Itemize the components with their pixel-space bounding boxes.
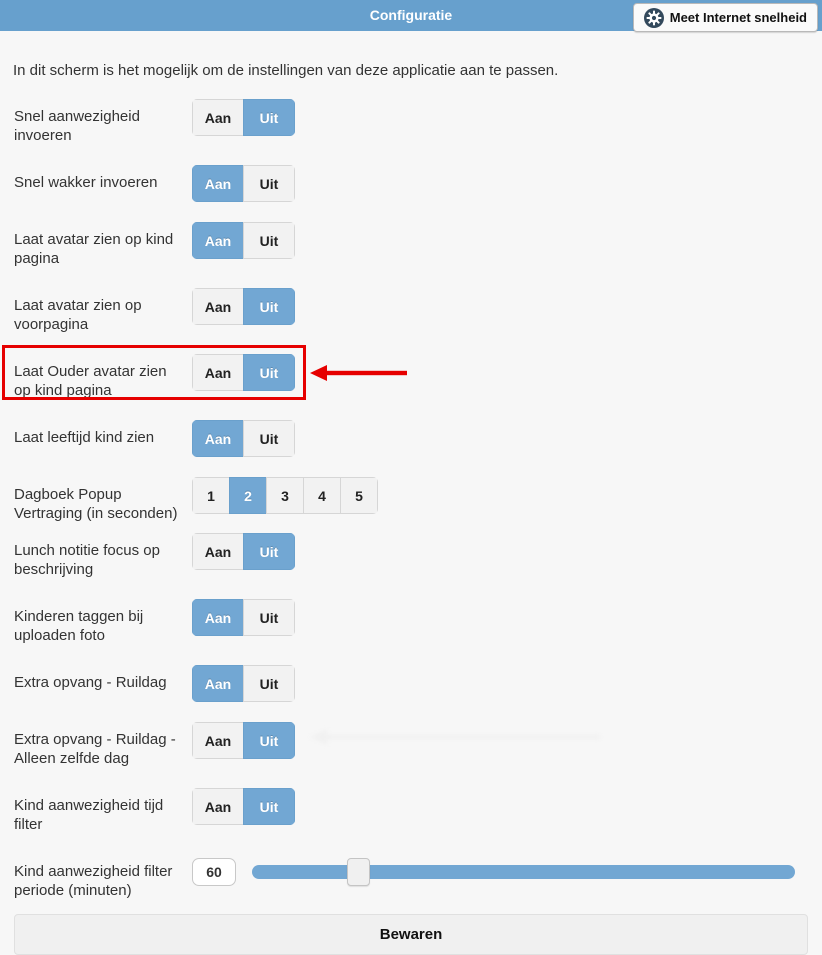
meet-internet-snelheid-button[interactable]: Meet Internet snelheid	[632, 3, 818, 32]
setting-row: Kind aanwezigheid filter periode (minute…	[14, 854, 808, 900]
settings-list: Snel aanwezigheid invoeren Aan Uit Snel wak…	[0, 99, 822, 900]
setting-label: Lunch notitie focus op beschrijving	[14, 542, 160, 578]
toggle-aan-button[interactable]: Aan	[192, 354, 244, 391]
setting-label: Laat Ouder avatar zien op kind pagina	[14, 363, 167, 399]
slider-handle[interactable]	[347, 858, 371, 886]
setting-row: Laat Ouder avatar zien op kind pagina Aan…	[2, 345, 808, 400]
setting-row: Laat leeftijd kind zien Aan Uit	[14, 420, 808, 457]
aan-uit-toggle: Aan Uit	[192, 788, 295, 825]
toggle-uit-button[interactable]: Uit	[243, 354, 295, 391]
toggle-aan-button[interactable]: Aan	[192, 788, 244, 825]
filter-period-slider	[252, 854, 795, 890]
delay-option-1[interactable]: 1	[192, 477, 230, 514]
aan-uit-toggle: Aan Uit	[192, 722, 295, 759]
toggle-uit-button[interactable]: Uit	[243, 222, 295, 259]
setting-row: Extra opvang - Ruildag Aan Uit	[14, 665, 808, 702]
setting-label: Kind aanwezigheid tijd filter	[14, 797, 164, 833]
ghost-arrow-watermark	[310, 729, 600, 745]
setting-row: Kind aanwezigheid tijd filter Aan Uit	[14, 788, 808, 834]
aan-uit-toggle: Aan Uit	[192, 288, 295, 325]
setting-label: Kind aanwezigheid filter periode (minute…	[14, 863, 173, 899]
aan-uit-toggle: Aan Uit	[192, 420, 295, 457]
setting-label: Snel wakker invoeren	[14, 174, 158, 191]
toggle-uit-button[interactable]: Uit	[243, 788, 295, 825]
setting-label: Dagboek Popup Vertraging (in seconden)	[14, 486, 178, 522]
aan-uit-toggle: Aan Uit	[192, 533, 295, 570]
setting-label: Kinderen taggen bij uploaden foto	[14, 608, 144, 644]
toggle-aan-button[interactable]: Aan	[192, 288, 244, 325]
delay-option-5[interactable]: 5	[340, 477, 378, 514]
aan-uit-toggle: Aan Uit	[192, 354, 295, 391]
aan-uit-toggle: Aan Uit	[192, 165, 295, 202]
setting-label: Snel aanwezigheid invoeren	[14, 108, 140, 144]
setting-label: Laat avatar zien op voorpagina	[14, 297, 142, 333]
toggle-uit-button[interactable]: Uit	[243, 599, 295, 636]
delay-option-4[interactable]: 4	[303, 477, 341, 514]
toggle-uit-button[interactable]: Uit	[243, 420, 295, 457]
aan-uit-toggle: Aan Uit	[192, 99, 295, 136]
toggle-uit-button[interactable]: Uit	[243, 288, 295, 325]
toggle-aan-button[interactable]: Aan	[192, 222, 244, 259]
setting-row: Snel wakker invoeren Aan Uit	[14, 165, 808, 202]
toggle-aan-button[interactable]: Aan	[192, 722, 244, 759]
setting-row: Laat avatar zien op voorpagina Aan Uit	[14, 288, 808, 334]
toggle-uit-button[interactable]: Uit	[243, 665, 295, 702]
aan-uit-toggle: Aan Uit	[192, 599, 295, 636]
filter-period-input[interactable]	[192, 858, 236, 886]
setting-row: Laat avatar zien op kind pagina Aan Uit	[14, 222, 808, 268]
toggle-aan-button[interactable]: Aan	[192, 665, 244, 702]
setting-label: Laat avatar zien op kind pagina	[14, 231, 174, 267]
setting-row: Extra opvang - Ruildag - Alleen zelfde d…	[14, 722, 808, 768]
setting-row: Snel aanwezigheid invoeren Aan Uit	[14, 99, 808, 145]
header-bar: Configuratie Meet Internet snelheid	[0, 0, 822, 32]
slider-track[interactable]	[252, 865, 795, 879]
aan-uit-toggle: Aan Uit	[192, 222, 295, 259]
bewaren-save-button[interactable]: Bewaren	[14, 914, 808, 955]
toggle-aan-button[interactable]: Aan	[192, 99, 244, 136]
page-title: Configuratie	[369, 7, 453, 23]
toggle-uit-button[interactable]: Uit	[243, 533, 295, 570]
toggle-aan-button[interactable]: Aan	[192, 420, 244, 457]
toggle-uit-button[interactable]: Uit	[243, 99, 295, 136]
setting-label: Laat leeftijd kind zien	[14, 429, 155, 446]
delay-option-2[interactable]: 2	[229, 477, 267, 514]
setting-row: Dagboek Popup Vertraging (in seconden) 1 2…	[14, 477, 808, 523]
aan-uit-toggle: Aan Uit	[192, 665, 295, 702]
meet-internet-snelheid-label: Meet Internet snelheid	[669, 10, 807, 25]
intro-text: In dit scherm is het mogelijk om de inst…	[13, 62, 559, 79]
toggle-uit-button[interactable]: Uit	[243, 165, 295, 202]
toggle-aan-button[interactable]: Aan	[192, 165, 244, 202]
delay-option-3[interactable]: 3	[266, 477, 304, 514]
toggle-uit-button[interactable]: Uit	[243, 722, 295, 759]
toggle-aan-button[interactable]: Aan	[192, 599, 244, 636]
setting-row: Lunch notitie focus op beschrijving Aan Ui…	[14, 533, 808, 579]
setting-label: Extra opvang - Ruildag	[14, 674, 167, 691]
gear-icon	[643, 7, 664, 28]
setting-row: Kinderen taggen bij uploaden foto Aan Uit	[14, 599, 808, 645]
toggle-aan-button[interactable]: Aan	[192, 533, 244, 570]
setting-label: Extra opvang - Ruildag - Alleen zelfde d…	[14, 731, 176, 767]
red-arrow-annotation	[310, 365, 407, 381]
